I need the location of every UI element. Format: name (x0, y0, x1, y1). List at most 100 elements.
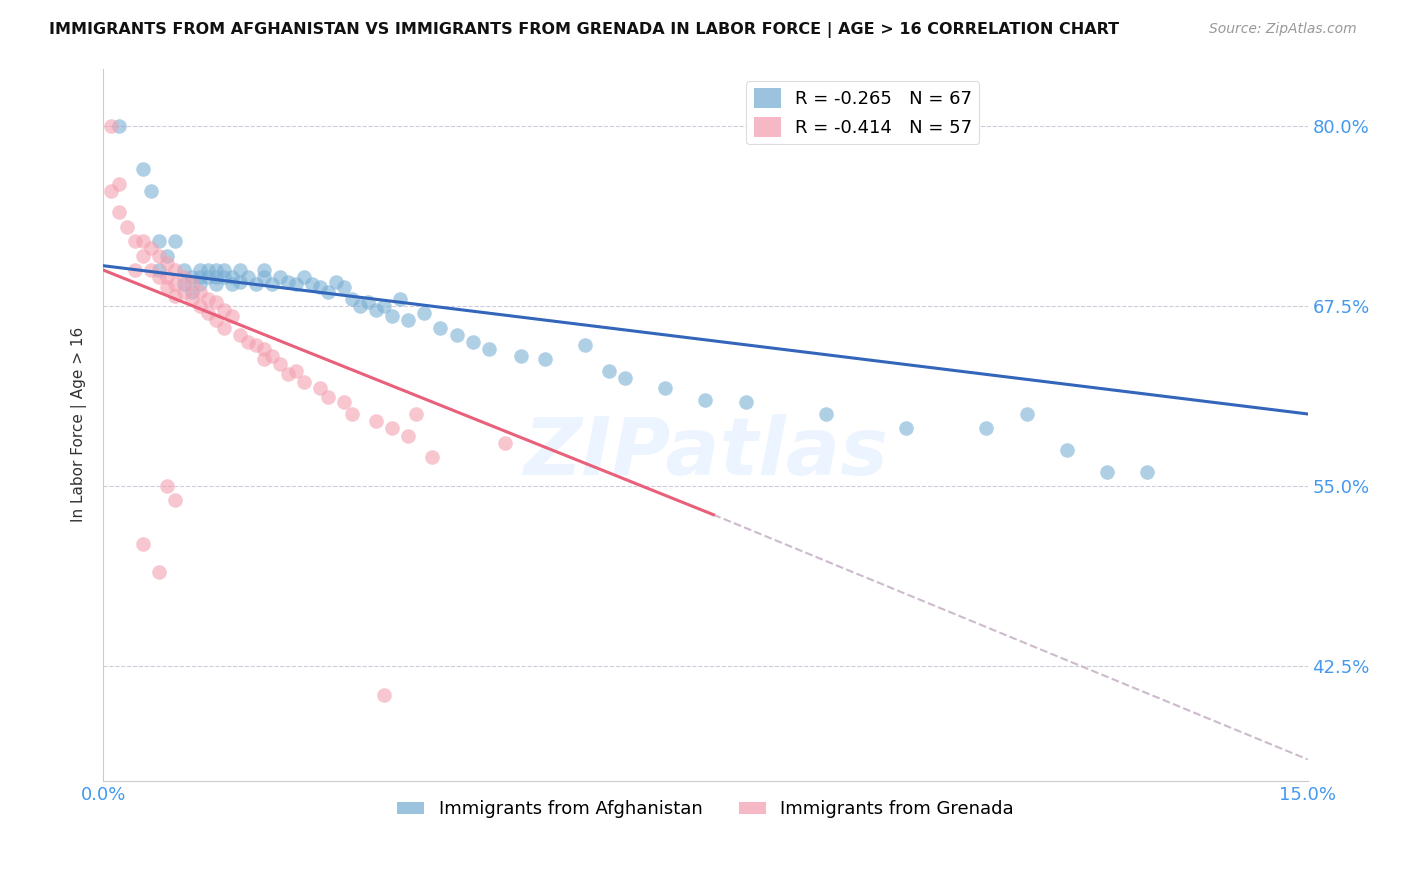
Point (260, 350, 283, 364)
Point (124, 234, 146, 248)
Point (188, 299, 211, 313)
Text: Source: ZipAtlas.com: Source: ZipAtlas.com (1209, 22, 1357, 37)
Point (228, 275, 250, 289)
Point (204, 294, 226, 309)
Point (333, 280, 356, 294)
Point (236, 334, 259, 349)
Point (180, 292, 202, 306)
Point (269, 357, 291, 371)
Point (132, 234, 155, 248)
Point (509, 350, 531, 364)
Point (132, 536, 155, 550)
Point (156, 479, 179, 493)
Point (478, 342, 501, 356)
Point (253, 263, 276, 277)
Point (165, 289, 187, 303)
Point (228, 263, 250, 277)
Legend: Immigrants from Afghanistan, Immigrants from Grenada: Immigrants from Afghanistan, Immigrants … (389, 793, 1021, 825)
Point (253, 270, 276, 285)
Point (108, 119, 131, 133)
Point (284, 364, 307, 378)
Point (141, 184, 163, 198)
Point (316, 390, 339, 404)
Point (173, 277, 195, 292)
Point (1015, 407, 1038, 421)
Point (228, 327, 250, 342)
Point (396, 428, 419, 442)
Point (389, 292, 412, 306)
Point (148, 270, 170, 285)
Point (309, 381, 332, 395)
Point (333, 395, 356, 409)
Point (204, 313, 226, 327)
Point (381, 309, 404, 323)
Point (654, 381, 676, 395)
Point (253, 342, 276, 356)
Point (325, 275, 347, 289)
Point (204, 277, 226, 292)
Point (373, 688, 395, 702)
Point (197, 306, 219, 320)
Point (156, 256, 179, 270)
Point (284, 277, 307, 292)
Point (614, 371, 637, 385)
Point (461, 334, 484, 349)
Point (173, 285, 195, 299)
Point (221, 309, 243, 323)
Point (148, 234, 170, 248)
Point (1136, 465, 1159, 479)
Point (141, 242, 163, 256)
Point (316, 285, 339, 299)
Point (148, 566, 170, 580)
Point (277, 367, 299, 381)
Point (141, 263, 163, 277)
Point (212, 320, 235, 334)
Point (269, 270, 291, 285)
Point (165, 277, 187, 292)
Point (188, 263, 211, 277)
Point (340, 407, 363, 421)
Point (366, 414, 388, 428)
Point (277, 275, 299, 289)
Point (734, 395, 756, 409)
Point (429, 320, 451, 334)
Point (100, 184, 122, 198)
Point (188, 270, 211, 285)
Point (165, 263, 187, 277)
Point (245, 277, 267, 292)
Point (245, 338, 267, 352)
Point (197, 292, 219, 306)
Point (188, 277, 211, 292)
Point (221, 270, 243, 285)
Point (301, 277, 323, 292)
Point (148, 263, 170, 277)
Point (124, 263, 146, 277)
Point (896, 421, 918, 435)
Point (165, 493, 187, 508)
Point (204, 270, 226, 285)
Point (357, 294, 380, 309)
Point (165, 234, 187, 248)
Point (309, 280, 332, 294)
Y-axis label: In Labor Force | Age > 16: In Labor Force | Age > 16 (72, 327, 87, 523)
Point (405, 407, 427, 421)
Point (156, 280, 179, 294)
Point (534, 352, 557, 367)
Text: ZIPatlas: ZIPatlas (523, 414, 889, 492)
Text: IMMIGRANTS FROM AFGHANISTAN VS IMMIGRANTS FROM GRENADA IN LABOR FORCE | AGE > 16: IMMIGRANTS FROM AFGHANISTAN VS IMMIGRANT… (49, 22, 1119, 38)
Point (236, 270, 259, 285)
Point (180, 270, 202, 285)
Point (340, 292, 363, 306)
Point (1095, 465, 1118, 479)
Point (292, 270, 315, 285)
Point (221, 277, 243, 292)
Point (494, 435, 516, 450)
Point (117, 219, 139, 234)
Point (108, 177, 131, 191)
Point (108, 205, 131, 219)
Point (173, 270, 195, 285)
Point (132, 162, 155, 177)
Point (598, 364, 620, 378)
Point (292, 376, 315, 390)
Point (396, 313, 419, 327)
